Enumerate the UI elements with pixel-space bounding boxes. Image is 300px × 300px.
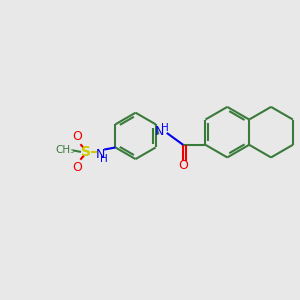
Text: CH₃: CH₃ <box>55 146 75 155</box>
Text: S: S <box>81 145 91 159</box>
Text: H: H <box>161 123 169 133</box>
Text: N: N <box>96 148 106 160</box>
Text: N: N <box>155 125 164 138</box>
Text: O: O <box>73 160 82 174</box>
Text: O: O <box>178 159 188 172</box>
Text: H: H <box>100 154 107 164</box>
Text: O: O <box>73 130 82 143</box>
